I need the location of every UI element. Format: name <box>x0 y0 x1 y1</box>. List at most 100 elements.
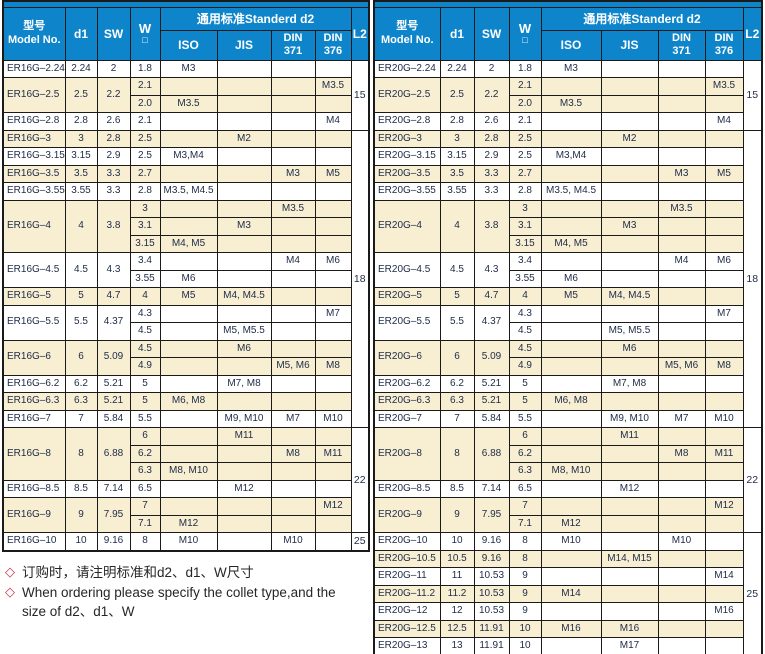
jis-cell <box>600 444 659 463</box>
din371-cell <box>657 94 706 113</box>
din376-cell <box>314 199 352 218</box>
din376-cell: M6 <box>314 252 352 271</box>
w-cell: 5.5 <box>129 409 161 428</box>
sw-cell: 9.16 <box>96 532 131 551</box>
sw-cell: 3.3 <box>473 182 510 201</box>
iso-cell <box>159 357 218 376</box>
model-cell: ER20G–4.5 <box>373 252 441 288</box>
iso-cell: M3,M4 <box>159 147 218 166</box>
model-cell: ER16G–8 <box>2 427 66 481</box>
spec-row: 4.5 M5, M5.5 <box>3 322 369 341</box>
din376-cell <box>704 147 744 166</box>
din376-cell <box>704 549 744 568</box>
sw-cell: 3.3 <box>96 182 131 201</box>
l2-cell: 15 <box>350 59 370 131</box>
din376-cell: M4 <box>704 112 744 131</box>
jis-cell <box>600 602 659 621</box>
din371-cell: M8 <box>657 444 706 463</box>
sw-cell: 2 <box>96 59 131 78</box>
jis-cell: M3 <box>216 217 272 236</box>
er16g-table-body: ER16G–2.24 2.24 2 1.8 M3 15 ER16G–2.5 2.5 2.2 2.1… <box>2 59 370 551</box>
col-header-standard: 通用标准Standerd d2 <box>540 6 744 31</box>
jis-cell <box>600 584 659 603</box>
w-cell: 2.1 <box>129 112 161 131</box>
iso-cell: M3.5 <box>540 94 602 113</box>
din376-cell <box>704 637 744 654</box>
jis-cell: M7, M8 <box>600 374 659 393</box>
din376-cell: M7 <box>314 304 352 323</box>
w-cell: 3 <box>508 199 542 218</box>
din371-cell: M4 <box>657 252 706 271</box>
d1-cell: 5.5 <box>439 304 475 341</box>
din376-cell <box>314 287 352 306</box>
header-row-2: ISO JIS DIN 371 DIN 376 <box>3 29 369 61</box>
din371-cell: M10 <box>270 532 316 551</box>
col-header-w: W □ <box>129 6 161 61</box>
iso-cell: M4, M5 <box>159 234 218 253</box>
din371-cell: M3 <box>657 164 706 183</box>
spec-row: ER20G–9 9 7.95 7 M12 <box>373 497 762 533</box>
din371-cell <box>657 77 706 96</box>
din376-line1: DIN <box>323 32 343 45</box>
din371-cell: M4 <box>270 252 316 271</box>
din371-line1: DIN <box>283 32 303 45</box>
w-cell: 8 <box>129 532 161 551</box>
din376-line2: 376 <box>714 45 734 57</box>
jis-cell: M7, M8 <box>216 374 272 393</box>
model-cell: ER16G–2.5 <box>2 77 66 113</box>
w-cell: 3.55 <box>129 269 161 288</box>
din371-cell <box>270 304 316 323</box>
iso-cell: M3,M4 <box>540 147 602 166</box>
jis-cell <box>216 357 272 376</box>
jis-cell: M11 <box>216 427 272 446</box>
w-cell: 5.5 <box>508 409 542 428</box>
din371-line2: 371 <box>672 45 691 57</box>
w-cell: 6.5 <box>129 479 161 498</box>
din371-cell <box>657 112 706 131</box>
din371-cell <box>270 462 316 481</box>
iso-cell <box>540 304 602 323</box>
w-cell: 3.1 <box>508 217 542 236</box>
jis-cell <box>600 77 659 96</box>
w-cell: 5 <box>508 392 542 411</box>
iso-cell <box>540 567 602 586</box>
model-cell: ER20G–6 <box>373 339 441 376</box>
din376-cell: M12 <box>704 497 744 516</box>
sw-cell: 7.95 <box>96 497 131 533</box>
spec-row: ER20G–7 7 5.84 5.5 M9, M10 M7 M10 <box>373 409 762 428</box>
model-cell: ER16G–7 <box>2 409 66 428</box>
model-cell: ER20G–11.2 <box>373 584 441 603</box>
col-header-iso: ISO <box>159 29 218 61</box>
din376-line2: 376 <box>323 45 343 57</box>
d1-cell: 2.8 <box>64 112 98 131</box>
din371-cell <box>657 217 706 236</box>
d1-cell: 10 <box>439 532 475 551</box>
din371-cell <box>657 374 706 393</box>
din376-cell <box>314 322 352 341</box>
diamond-icon: ◇ <box>5 564 15 579</box>
jis-cell <box>600 234 659 253</box>
w-cell: 3.15 <box>129 234 161 253</box>
jis-cell <box>216 252 272 271</box>
iso-cell: M3 <box>159 59 218 78</box>
jis-cell: M16 <box>600 619 659 638</box>
din376-cell <box>704 287 744 306</box>
spec-row: ER16G–4 4 3.8 3 M3.5 <box>2 199 369 253</box>
model-cell: ER20G–3.55 <box>373 182 441 201</box>
jis-cell: M14, M15 <box>600 549 659 568</box>
er20g-spec-table: 型号 Model No. d1 SW W □ 通用标准Standerd d2 L… <box>373 0 764 654</box>
din371-cell <box>270 94 316 113</box>
jis-cell <box>216 147 272 166</box>
spec-row: ER20G–3.5 3.5 3.3 2.7 M3 M5 <box>373 164 762 183</box>
spec-row: ER20G–10.5 10.5 9.16 8 M14, M15 <box>373 549 762 568</box>
iso-cell: M14 <box>540 584 602 603</box>
model-cell: ER20G–2.24 <box>373 59 441 78</box>
w-cell: 4.3 <box>129 304 161 323</box>
d1-cell: 4 <box>439 199 475 253</box>
din376-cell <box>314 94 352 113</box>
w-cell: 2.1 <box>508 77 542 96</box>
w-cell: 6.2 <box>508 444 542 463</box>
din376-cell <box>314 462 352 481</box>
spec-row: ER16G–5.5 5.5 4.37 4.3 M7 <box>2 304 369 341</box>
spec-row: ER20G–10 10 9.16 8 M10 M10 25 <box>373 532 763 654</box>
